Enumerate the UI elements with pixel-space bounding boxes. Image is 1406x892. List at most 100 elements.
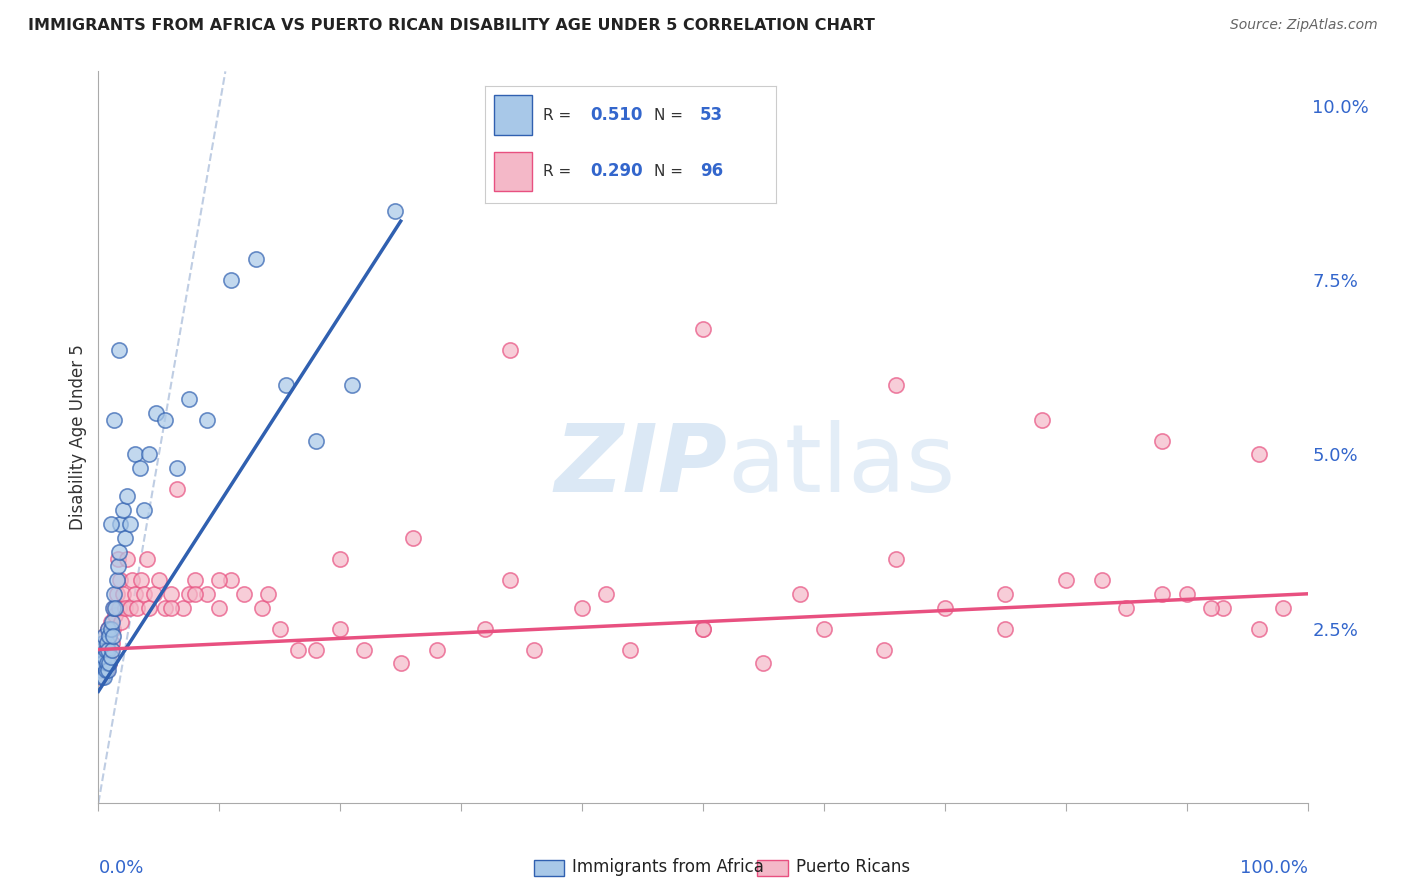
Point (329, 552, 352, 566)
Point (571, 600, 593, 615)
Point (813, 622, 835, 636)
Point (91, 657, 114, 671)
FancyBboxPatch shape (758, 860, 787, 876)
Point (103, 587, 125, 601)
Point (108, 517, 131, 532)
Point (90, 649, 112, 664)
Point (108, 343, 131, 357)
Point (91, 670, 114, 684)
Point (91, 657, 114, 671)
Point (91, 635, 114, 649)
Point (269, 622, 291, 636)
Point (245, 252, 267, 267)
Point (692, 622, 714, 636)
Point (1054, 573, 1077, 587)
Point (96, 657, 118, 671)
Point (93, 670, 115, 684)
Point (523, 642, 546, 657)
Point (184, 573, 207, 587)
Point (124, 448, 146, 462)
FancyBboxPatch shape (534, 860, 564, 876)
Point (287, 642, 309, 657)
Point (153, 600, 176, 615)
Point (114, 600, 136, 615)
Point (1031, 412, 1053, 426)
Point (93, 649, 115, 664)
Point (752, 657, 775, 671)
Point (118, 600, 141, 615)
Point (124, 587, 146, 601)
Point (172, 600, 194, 615)
Point (1249, 448, 1271, 462)
Point (886, 552, 908, 566)
Point (117, 552, 139, 566)
Point (100, 642, 122, 657)
Point (195, 587, 218, 601)
Point (384, 203, 406, 218)
Text: atlas: atlas (727, 420, 956, 512)
Point (160, 600, 183, 615)
Point (96, 642, 118, 657)
Point (93, 629, 115, 643)
Point (353, 642, 375, 657)
Point (184, 587, 207, 601)
Point (789, 587, 811, 601)
Point (91, 664, 114, 678)
Point (128, 461, 150, 475)
Point (160, 587, 183, 601)
Point (127, 600, 149, 615)
Point (89, 670, 111, 684)
Point (90, 664, 112, 678)
Point (305, 642, 328, 657)
Point (221, 573, 243, 587)
Point (96, 635, 118, 649)
Point (148, 573, 170, 587)
Point (94, 657, 117, 671)
Point (498, 573, 520, 587)
Point (195, 412, 218, 426)
Point (100, 635, 122, 649)
Point (595, 587, 617, 601)
Point (498, 343, 520, 357)
Point (97, 622, 120, 636)
Point (111, 587, 134, 601)
Text: Immigrants from Africa: Immigrants from Africa (572, 858, 765, 876)
Point (94, 635, 117, 649)
Point (134, 503, 156, 517)
Point (134, 587, 156, 601)
Point (994, 622, 1017, 636)
Point (114, 531, 136, 545)
Point (91, 642, 114, 657)
Point (232, 587, 254, 601)
Point (256, 587, 278, 601)
Point (426, 642, 449, 657)
Point (97, 622, 120, 636)
Point (104, 600, 127, 615)
Point (274, 377, 297, 392)
Point (166, 483, 188, 497)
Point (305, 434, 328, 448)
Point (107, 558, 129, 573)
Point (108, 600, 131, 615)
Point (873, 642, 896, 657)
Point (100, 642, 122, 657)
Point (97, 664, 120, 678)
Point (100, 622, 122, 636)
Point (93, 629, 115, 643)
Point (138, 448, 160, 462)
Point (101, 600, 124, 615)
Point (1212, 600, 1234, 615)
Point (402, 531, 425, 545)
Point (108, 545, 131, 559)
Point (1152, 587, 1174, 601)
Point (110, 615, 132, 629)
Point (250, 600, 273, 615)
Point (100, 615, 122, 629)
Point (90, 649, 112, 664)
Point (96, 664, 118, 678)
Point (104, 607, 127, 622)
Point (103, 412, 125, 426)
Point (111, 503, 134, 517)
Point (100, 615, 122, 629)
Point (208, 573, 231, 587)
